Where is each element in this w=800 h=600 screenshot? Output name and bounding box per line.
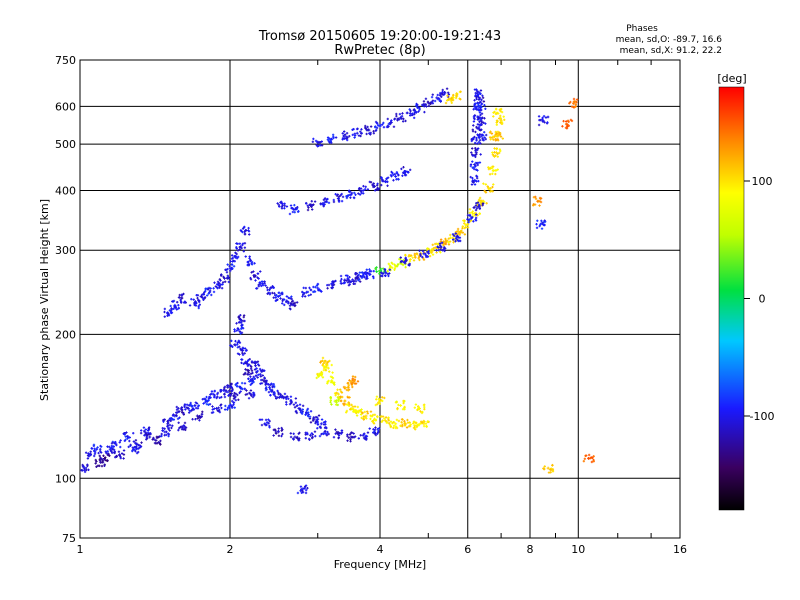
y-tick-label: 300 (55, 244, 76, 257)
data-point (154, 438, 158, 442)
x-tick-label: 4 (377, 543, 384, 556)
data-points (80, 87, 595, 495)
data-point (253, 364, 257, 368)
data-point (493, 134, 497, 138)
data-point (276, 295, 280, 299)
x-tick-label: 6 (464, 543, 471, 556)
data-point (308, 433, 312, 437)
data-point (215, 406, 219, 410)
x-tick-label: 8 (527, 543, 534, 556)
data-point (131, 447, 135, 451)
y-tick-label: 200 (55, 328, 76, 341)
stats-heading: Phases (626, 24, 658, 34)
data-point (399, 403, 403, 407)
data-point (267, 385, 271, 389)
y-tick-label: 500 (55, 138, 76, 151)
data-point (336, 392, 340, 396)
y-tick-label: 400 (55, 184, 76, 197)
data-point (148, 435, 152, 439)
stats-x-line: mean, sd,X: 91.2, 22.2 (620, 46, 722, 56)
data-point (316, 286, 320, 290)
y-tick-labels: 75 100 200 300 400 500 600 750 (55, 54, 76, 545)
chart-title: Tromsø 20150605 19:20:00-19:21:43 (258, 29, 501, 44)
data-point (319, 422, 323, 426)
x-tick-label: 1 (77, 543, 84, 556)
x-tick-label: 10 (571, 543, 585, 556)
x-tick-label: 2 (227, 543, 234, 556)
data-point (293, 435, 297, 439)
grid-lines (80, 60, 680, 538)
data-point (394, 174, 398, 178)
data-point (355, 131, 359, 135)
data-point (258, 372, 262, 376)
stats-o-line: mean, sd,O: -89.7, 16.6 (616, 35, 723, 45)
data-point (394, 422, 398, 426)
x-tick-label: 16 (673, 543, 687, 556)
data-point (474, 164, 478, 168)
y-tick-label: 75 (62, 532, 76, 545)
chart-subtitle: RwPretec (8p) (334, 43, 425, 58)
y-tick-label: 600 (55, 100, 76, 113)
data-point (333, 399, 337, 403)
y-tick-label: 100 (55, 472, 76, 485)
data-point (326, 366, 330, 370)
y-tick-label: 750 (55, 54, 76, 67)
x-tick-labels: 1 2 4 6 8 10 16 (77, 543, 688, 556)
